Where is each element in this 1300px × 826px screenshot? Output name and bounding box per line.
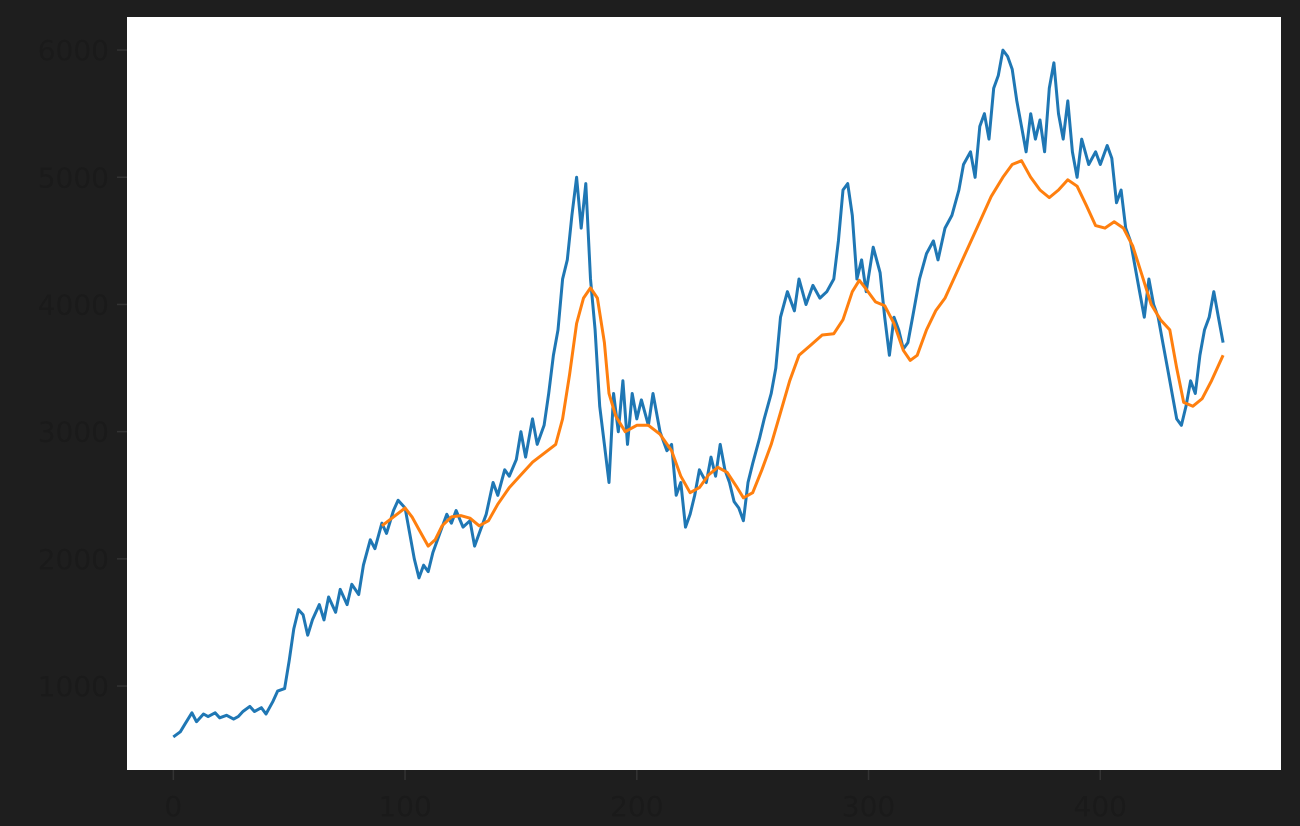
x-tick-label: 400 xyxy=(1074,790,1127,823)
plot-area xyxy=(127,17,1281,770)
series-layer xyxy=(172,48,1225,739)
x-tick-label: 200 xyxy=(610,790,663,823)
y-tick-label: 3000 xyxy=(38,416,109,449)
x-tick-label: 0 xyxy=(164,790,182,823)
y-tick-label: 2000 xyxy=(38,543,109,576)
x-axis: 0 100 200 300 400 xyxy=(164,770,1127,823)
series-line-2 xyxy=(380,159,1225,548)
y-tick-label: 4000 xyxy=(38,288,109,321)
x-tick-label: 100 xyxy=(378,790,431,823)
y-tick-label: 6000 xyxy=(38,34,109,67)
y-tick-label: 5000 xyxy=(38,161,109,194)
y-axis: 1000 2000 3000 4000 5000 6000 xyxy=(38,34,127,703)
x-tick-label: 300 xyxy=(842,790,895,823)
y-tick-label: 1000 xyxy=(38,670,109,703)
series-line-1 xyxy=(172,48,1225,739)
